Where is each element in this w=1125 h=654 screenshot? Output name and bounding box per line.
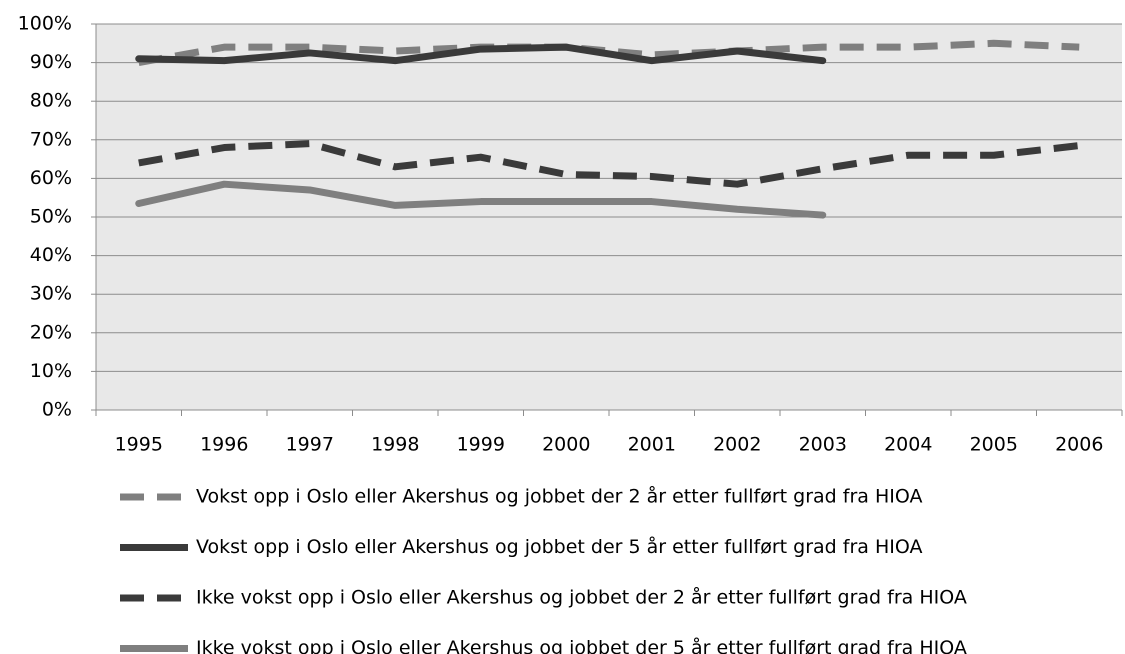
legend-label: Vokst opp i Oslo eller Akershus og jobbe… [196, 535, 922, 558]
x-tick-label: 1995 [115, 434, 163, 456]
x-tick-label: 2000 [542, 434, 590, 456]
legend-label: Ikke vokst opp i Oslo eller Akershus og … [196, 636, 967, 654]
y-tick-label: 20% [30, 321, 72, 343]
x-tick-label: 1998 [371, 434, 419, 456]
x-tick-label: 1996 [200, 434, 248, 456]
y-tick-label: 60% [30, 167, 72, 189]
series-line [135, 43, 827, 65]
x-tick-label: 1997 [286, 434, 334, 456]
y-tick-label: 40% [30, 244, 72, 266]
y-tick-label: 70% [30, 128, 72, 150]
y-tick-label: 80% [30, 90, 72, 112]
x-tick-label: 2001 [628, 434, 676, 456]
x-tick-label: 2003 [799, 434, 847, 456]
series-line [138, 39, 1080, 67]
y-tick-label: 10% [30, 360, 72, 382]
y-tick-label: 90% [30, 51, 72, 73]
series-line [135, 180, 827, 219]
x-tick-label: 2006 [1055, 434, 1103, 456]
x-tick-label: 1999 [457, 434, 505, 456]
y-tick-label: 0% [42, 399, 72, 421]
x-tick-label: 2005 [970, 434, 1018, 456]
x-tick-label: 2004 [884, 434, 932, 456]
legend-label: Vokst opp i Oslo eller Akershus og jobbe… [196, 485, 922, 508]
y-tick-label: 100% [18, 13, 72, 35]
legend-label: Ikke vokst opp i Oslo eller Akershus og … [196, 586, 967, 609]
x-tick-label: 2002 [713, 434, 761, 456]
y-tick-label: 30% [30, 283, 72, 305]
series-line [138, 140, 1080, 188]
y-tick-label: 50% [30, 206, 72, 228]
